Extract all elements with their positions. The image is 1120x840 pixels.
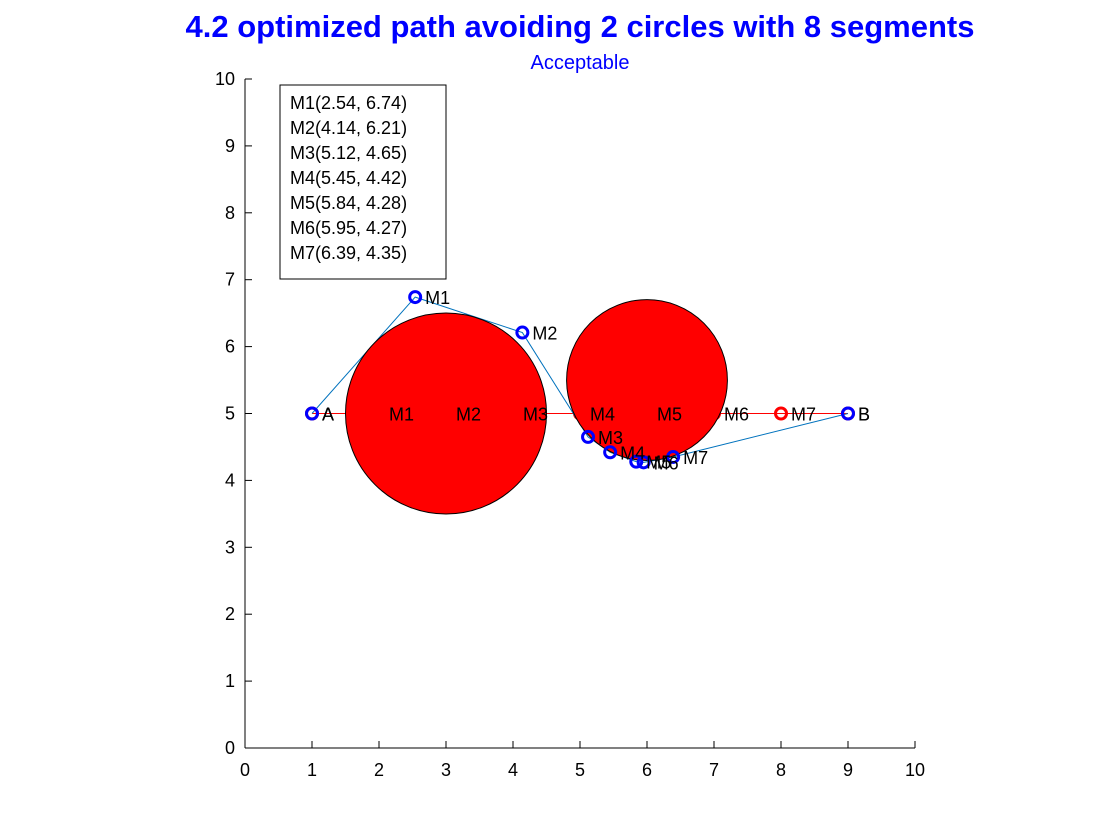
obstacle-layer	[345, 299, 728, 515]
initial-point-label: M2	[456, 405, 481, 425]
y-tick-label: 3	[225, 537, 235, 557]
initial-point-label: B	[858, 405, 870, 425]
optimized-path-marker	[581, 429, 596, 444]
initial-point-label: M5	[657, 405, 682, 425]
optimized-point-label: M4	[620, 443, 645, 463]
initial-point-label: M6	[724, 405, 749, 425]
initial-point-label: M7	[791, 405, 816, 425]
y-tick-label: 8	[225, 203, 235, 223]
y-tick-label: 0	[225, 738, 235, 758]
chart-title: 4.2 optimized path avoiding 2 circles wi…	[186, 9, 975, 44]
y-tick-label: 2	[225, 604, 235, 624]
optimized-point-label: M7	[683, 448, 708, 468]
y-tick-label: 5	[225, 404, 235, 424]
optimized-point-label: M3	[598, 428, 623, 448]
y-tick-label: 1	[225, 671, 235, 691]
x-tick-label: 3	[441, 760, 451, 780]
chart-subtitle: Acceptable	[531, 52, 630, 74]
x-tick-label: 10	[905, 760, 925, 780]
legend-entry: M2(4.14, 6.21)	[290, 118, 407, 138]
y-tick-label: 10	[215, 69, 235, 89]
y-tick-label: 7	[225, 270, 235, 290]
legend: M1(2.54, 6.74) M2(4.14, 6.21) M3(5.12, 4.6…	[279, 84, 447, 280]
x-tick-label: 4	[508, 760, 518, 780]
obstacle-circle	[345, 312, 547, 515]
optimized-path-marker	[305, 406, 319, 421]
x-tick-label: 5	[575, 760, 585, 780]
y-tick-label: 4	[225, 470, 235, 490]
optimized-point-label: M6	[654, 453, 679, 473]
optimized-point-label: M1	[425, 288, 450, 308]
initial-path-marker	[774, 406, 788, 421]
legend-entry: M6(5.95, 4.27)	[290, 218, 407, 238]
axes: 0 1 2 3 4 5 6 7 8 9 10 0 1 2 3 4 5 6 7 8 9 10	[215, 69, 925, 780]
legend-box	[279, 84, 447, 280]
legend-entry: M3(5.12, 4.65)	[290, 143, 407, 163]
optimized-path-marker	[629, 454, 644, 469]
optimized-path-marker	[841, 406, 855, 421]
obstacle-circle	[566, 299, 728, 461]
initial-point-label: M3	[523, 405, 548, 425]
optimized-point-label: B	[858, 405, 870, 425]
initial-point-label: M4	[590, 405, 615, 425]
y-tick-label: 9	[225, 136, 235, 156]
optimized-path-marker	[515, 325, 530, 340]
x-tick-label: 2	[374, 760, 384, 780]
x-tick-label: 6	[642, 760, 652, 780]
optimized-path-marker	[666, 449, 681, 464]
x-tick-label: 1	[307, 760, 317, 780]
optimized-path-marker	[408, 290, 423, 305]
initial-point-label: A	[322, 405, 334, 425]
x-tick-label: 9	[843, 760, 853, 780]
y-tick-label: 6	[225, 337, 235, 357]
optimized-path-marker-layer	[305, 290, 855, 470]
legend-entry: M4(5.45, 4.42)	[290, 168, 407, 188]
optimized-path-marker	[603, 445, 618, 460]
initial-point-label: M1	[389, 405, 414, 425]
legend-entry: M7(6.39, 4.35)	[290, 243, 407, 263]
x-tick-label: 8	[776, 760, 786, 780]
optimized-point-label: M2	[532, 324, 557, 344]
legend-entry: M1(2.54, 6.74)	[290, 93, 407, 113]
optimized-point-label: A	[322, 405, 334, 425]
optimized-point-label: M5	[646, 453, 671, 473]
x-tick-label: 0	[240, 760, 250, 780]
legend-entry: M5(5.84, 4.28)	[290, 193, 407, 213]
x-tick-label: 7	[709, 760, 719, 780]
optimized-path-marker	[636, 455, 651, 470]
